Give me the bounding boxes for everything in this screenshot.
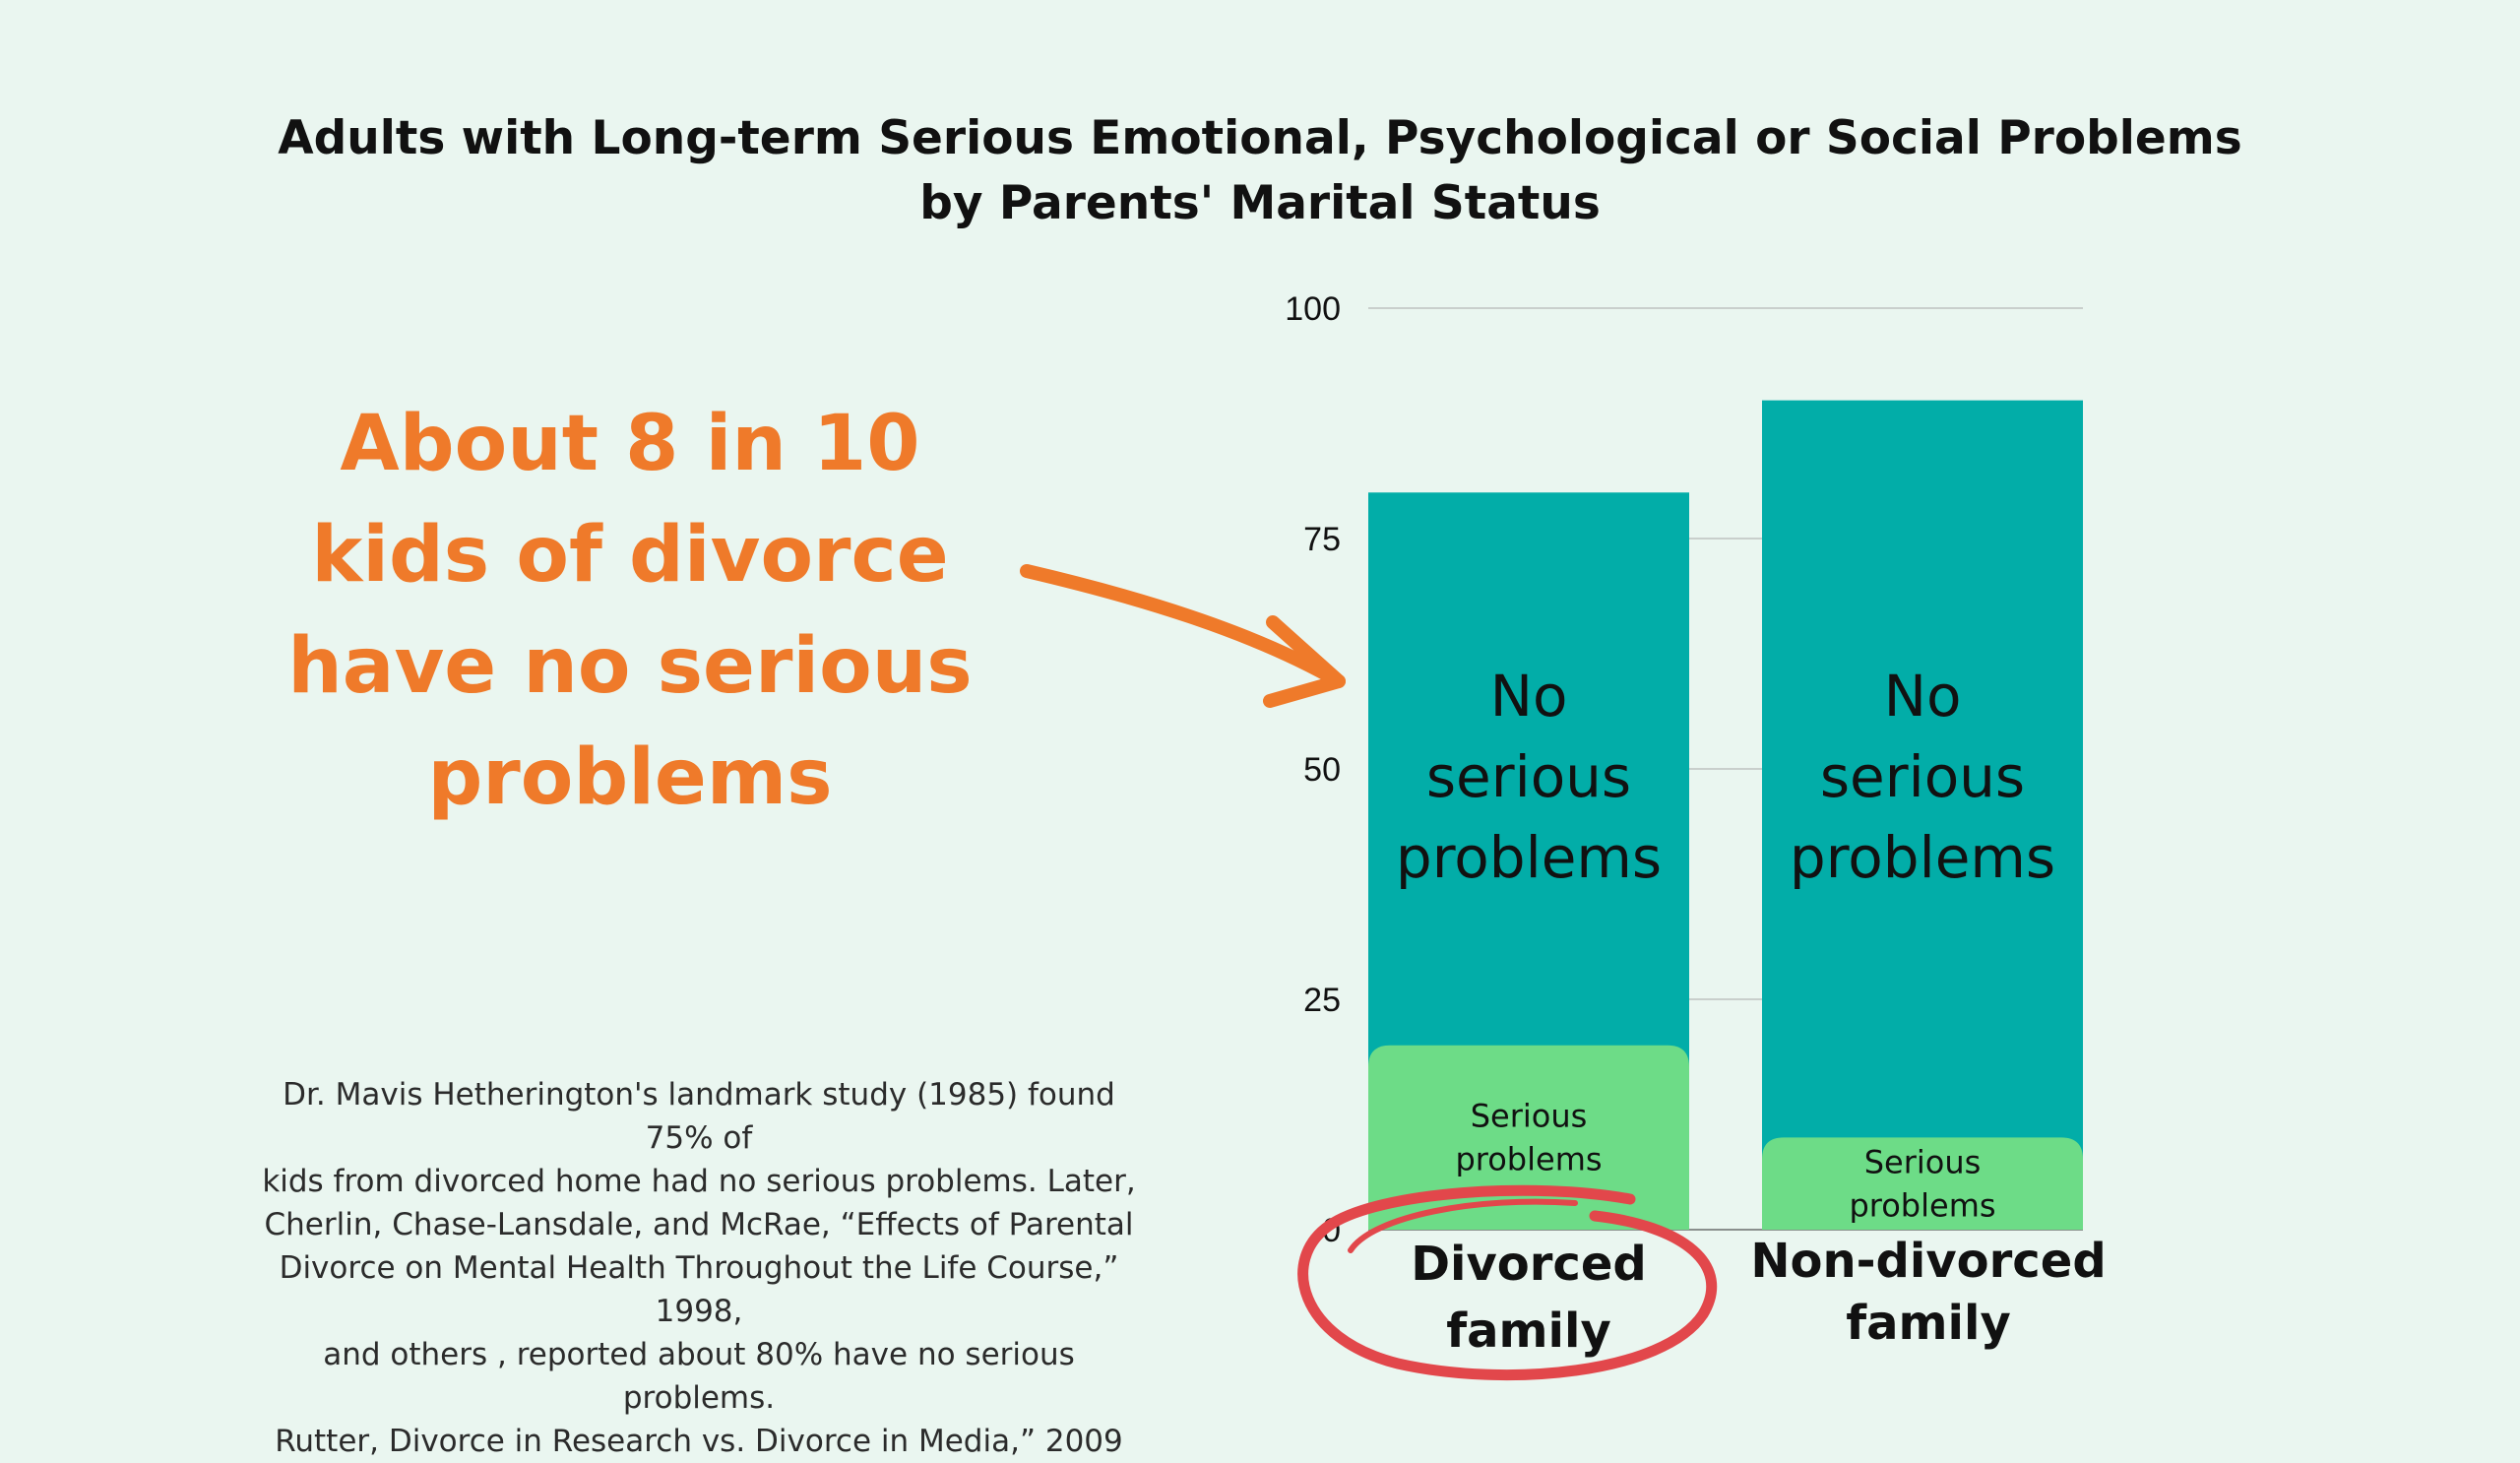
citation-line-5: and others , reported about 80% have no …: [323, 1337, 1075, 1416]
callout-line-2: kids of divorce: [311, 511, 949, 600]
segment-label-1-0-1: serious: [1820, 743, 2025, 810]
citation-line-6: Rutter, Divorce in Research vs. Divorce …: [275, 1424, 1123, 1459]
segment-label-0-0-1: serious: [1426, 743, 1631, 810]
stacked-bar-chart: 0 25 50 75 100 No serious problems Serious probl…: [1285, 290, 2106, 1359]
bar-segment-1-1: [1762, 1137, 2083, 1230]
citation-line-4: Divorce on Mental Health Throughout the …: [279, 1250, 1119, 1329]
segment-label-1-1-1: problems: [1849, 1186, 1995, 1224]
segment-label-1-1-0: Serious: [1864, 1143, 1982, 1180]
x-tick-label-0-1: family: [1446, 1304, 1610, 1359]
title-line-2: by Parents' Marital Status: [919, 176, 1601, 230]
x-tick-label-1-0: Non-divorced: [1750, 1234, 2106, 1289]
segment-label-0-1-1: problems: [1455, 1141, 1602, 1178]
segment-label-1-0-0: No: [1884, 663, 1962, 730]
segment-label-0-0-2: problems: [1396, 824, 1662, 891]
segment-label-0-1-0: Serious: [1471, 1098, 1588, 1135]
bar-segment-0-1: [1368, 1045, 1689, 1230]
citation-line-1: Dr. Mavis Hetherington's landmark study …: [283, 1077, 1115, 1156]
segment-label-0-0-0: No: [1490, 663, 1568, 730]
callout-line-4: problems: [427, 733, 833, 822]
x-axis: Divorced family Non-divorced family: [1411, 1234, 2106, 1359]
x-tick-label-0-0: Divorced: [1411, 1237, 1647, 1292]
y-tick-label-4: 100: [1285, 290, 1341, 328]
x-tick-label-1-1: family: [1846, 1296, 2010, 1351]
citation-line-3: Cherlin, Chase-Lansdale, and McRae, “Eff…: [264, 1207, 1134, 1242]
y-tick-label-2: 50: [1303, 751, 1341, 789]
y-axis: 0 25 50 75 100: [1285, 290, 1341, 1249]
title-line-1: Adults with Long-term Serious Emotional,…: [278, 111, 2242, 165]
bars: No serious problems Serious problems No seriou…: [1368, 400, 2083, 1231]
callout-text: About 8 in 10 kids of divorce have no se…: [236, 389, 1024, 834]
chart-title: Adults with Long-term Serious Emotional,…: [0, 106, 2520, 236]
y-tick-label-0: 0: [1322, 1212, 1341, 1249]
callout-line-1: About 8 in 10: [340, 400, 920, 488]
y-tick-label-3: 75: [1303, 521, 1341, 558]
bar-segment-1-0: [1762, 400, 2083, 1231]
segment-label-1-0-2: problems: [1790, 824, 2055, 891]
citation-line-2: kids from divorced home had no serious p…: [262, 1164, 1136, 1199]
y-tick-label-1: 25: [1303, 982, 1341, 1019]
callout-line-3: have no serious: [287, 622, 973, 711]
